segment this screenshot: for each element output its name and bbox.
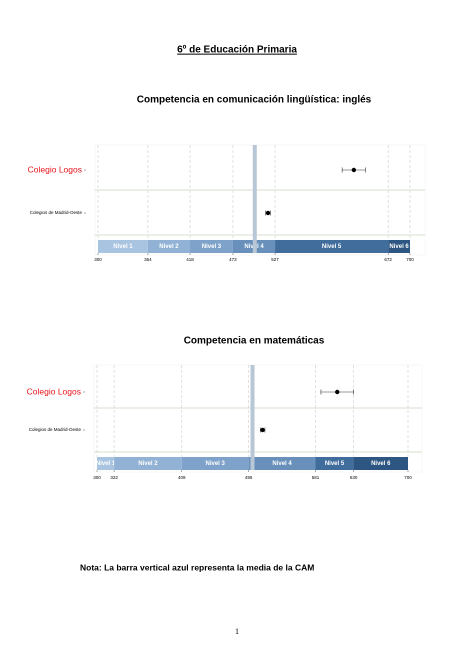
category-label: Colegios de Madrid-Oeste [29,427,82,432]
level-band [97,457,115,470]
x-tick-label: 630 [350,475,358,480]
level-band [353,457,408,470]
chart-title: Competencia en comunicación lingüística:… [137,95,372,106]
level-label: Nivel 4 [272,461,292,467]
page-title: 6º de Educación Primaria [177,45,297,56]
x-tick-label: 322 [110,475,118,480]
chart-title: Competencia en matemáticas [184,336,325,347]
x-tick-label: 418 [186,257,194,262]
plot-area [93,364,423,473]
level-band [114,457,182,470]
note: Nota: La barra vertical azul representa … [80,562,314,572]
level-label: Nivel 3 [206,461,226,467]
level-label: Nivel 2 [138,461,158,467]
x-tick-label: 672 [384,257,392,262]
dot [335,389,340,395]
level-label: Nivel 5 [325,461,345,467]
x-tick-label: 700 [404,475,412,480]
x-tick-label: 527 [271,257,279,262]
x-tick-label: 300 [94,257,102,262]
level-band [147,240,191,253]
level-band [388,240,410,253]
level-band [190,240,233,253]
level-band [248,457,316,470]
x-tick-label: 409 [178,475,186,480]
dot [351,167,357,173]
x-tick-label: 700 [406,257,414,262]
x-tick-label: 581 [312,475,320,480]
x-tick-label: 364 [144,257,152,262]
level-label: Nivel 6 [389,244,409,250]
x-tick-label: 495 [245,475,253,480]
category-label: Colegio Logos [27,386,81,396]
level-label: Nivel 3 [202,244,222,250]
level-band [181,457,249,470]
level-label: Nivel 2 [159,244,179,250]
x-tick-label: 300 [93,475,101,480]
level-band [275,240,389,253]
level-label: Nivel 1 [96,461,116,467]
page-number: 1 [235,627,239,636]
level-label: Nivel 6 [371,461,391,467]
dot [260,427,265,433]
plot-area [94,144,426,256]
level-band [98,240,148,253]
reference-line [250,365,255,470]
x-tick-label: 473 [229,257,237,262]
category-label: Colegios de Madrid-Oeste [30,210,83,215]
reference-line [252,145,257,253]
level-label: Nivel 1 [113,244,133,250]
level-label: Nivel 5 [322,244,342,250]
level-band [315,457,354,470]
category-label: Colegio Logos [28,164,82,174]
dot [265,210,271,216]
